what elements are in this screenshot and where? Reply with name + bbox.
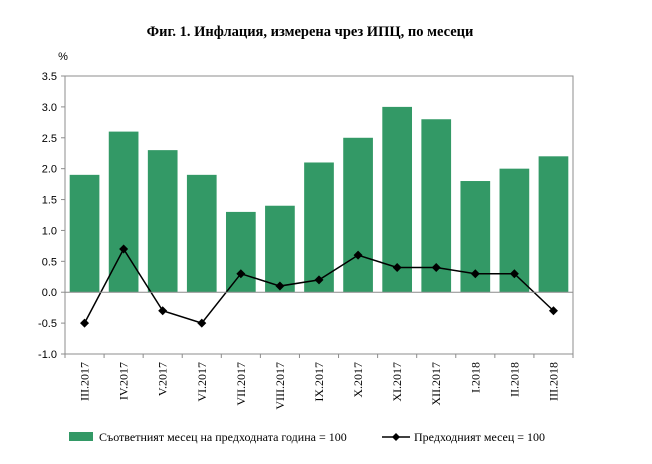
- x-tick-label: I.2018: [468, 362, 482, 393]
- legend-label-line: Предходният месец = 100: [414, 430, 545, 444]
- y-tick-label: 3.5: [42, 71, 57, 83]
- y-tick-label: -1.0: [38, 349, 57, 361]
- line-point: [80, 318, 90, 328]
- x-tick-label: V.2017: [156, 362, 170, 396]
- x-tick-label: VII.2017: [234, 362, 248, 406]
- y-axis-unit: %: [58, 51, 68, 63]
- y-tick-label: 1.5: [42, 195, 57, 207]
- x-tick-label: VI.2017: [195, 362, 209, 402]
- line-point: [275, 281, 285, 291]
- line-point: [392, 263, 402, 273]
- y-tick-label: 0.5: [42, 256, 57, 268]
- line-point: [158, 306, 168, 316]
- x-tick-label: X.2017: [351, 362, 365, 398]
- bar: [304, 162, 334, 293]
- line-point: [197, 318, 207, 328]
- x-tick-label: XI.2017: [390, 362, 404, 402]
- x-tick-label: II.2018: [507, 362, 521, 397]
- legend-swatch-bar: [69, 432, 93, 441]
- bar: [265, 205, 295, 293]
- line-point: [548, 306, 558, 316]
- bar: [186, 174, 217, 293]
- line-point: [119, 244, 129, 254]
- line-point: [236, 269, 246, 279]
- y-tick-label: 3.0: [42, 102, 57, 114]
- bar-series: [69, 106, 569, 293]
- y-tick-label: 0.0: [42, 287, 57, 299]
- y-tick-label: -0.5: [38, 318, 57, 330]
- chart-title: Фиг. 1. Инфлация, измерена чрез ИПЦ, по …: [147, 24, 474, 40]
- legend: Съответният месец на предходната година …: [69, 430, 545, 444]
- line-point: [314, 275, 324, 285]
- legend-swatch-marker: [392, 433, 400, 441]
- y-tick-label: 2.5: [42, 133, 57, 145]
- legend-label-bar: Съответният месец на предходната година …: [99, 430, 347, 444]
- y-tick-label: 2.0: [42, 164, 57, 176]
- bar: [538, 156, 569, 293]
- x-tick-label: VIII.2017: [273, 362, 287, 410]
- plot-area: [64, 75, 574, 355]
- x-tick-label: IX.2017: [312, 362, 326, 402]
- bar: [382, 106, 413, 293]
- x-tick-label: III.2018: [546, 362, 560, 401]
- x-axis: III.2017 IV.2017 V.2017 VI.2017 VII.2017 VIII…: [64, 291, 574, 410]
- bar: [69, 174, 100, 293]
- bar: [147, 150, 178, 293]
- y-axis: -1.0 -0.5 0.0 0.5 1.0 1.5 2.0 2.5 3.0 3.5: [38, 71, 65, 361]
- line-point: [353, 250, 363, 260]
- x-tick-label: IV.2017: [117, 362, 131, 400]
- x-tick-label: III.2017: [78, 362, 92, 401]
- line-point: [431, 263, 441, 273]
- line-point: [470, 269, 480, 279]
- bar: [225, 211, 256, 293]
- bar: [343, 137, 373, 293]
- y-tick-label: 1.0: [42, 225, 57, 237]
- line-point: [509, 269, 519, 279]
- line-series: [80, 244, 558, 328]
- x-tick-label: XII.2017: [429, 362, 443, 406]
